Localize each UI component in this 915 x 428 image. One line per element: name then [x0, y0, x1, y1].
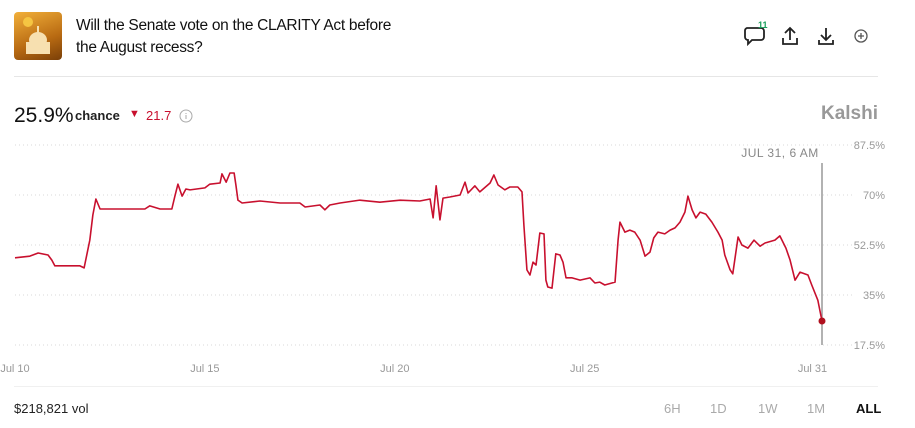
market-title: Will the Senate vote on the CLARITY Act …: [76, 17, 392, 56]
comment-button[interactable]: 11: [744, 20, 768, 47]
x-tick-label: Jul 25: [570, 363, 599, 375]
y-tick-label: 87.5%: [854, 140, 885, 152]
volume: $218,821 vol: [14, 401, 89, 416]
info-icon[interactable]: [178, 108, 194, 124]
range-button[interactable]: 6H: [664, 401, 681, 416]
brand: Kalshi: [820, 103, 878, 124]
x-tick-label: Jul 15: [190, 363, 219, 375]
divider: [14, 76, 878, 77]
market-image: [14, 12, 62, 60]
toolbar: 11: [744, 20, 868, 47]
x-tick-label: Jul 20: [380, 363, 409, 375]
annotation: JUL 31, 6 AM: [741, 146, 819, 160]
bottom-divider: [14, 386, 878, 387]
price-line: [14, 172, 823, 322]
range-button[interactable]: 1D: [710, 401, 727, 416]
capitol-icon: [23, 17, 50, 54]
change-arrow: ▼: [129, 108, 140, 120]
chance-value: 25.9%: [14, 104, 74, 127]
x-tick-label: Jul 31: [798, 363, 827, 375]
y-tick-label: 52.5%: [854, 240, 885, 252]
chance-label: chance: [75, 108, 120, 123]
y-tick-label: 35%: [863, 290, 885, 302]
x-tick-label: Jul 10: [0, 363, 29, 375]
current-point: [818, 317, 826, 325]
comment-count: 11: [758, 20, 768, 30]
add-button[interactable]: [854, 29, 868, 43]
range-button[interactable]: 1M: [807, 401, 826, 416]
download-button[interactable]: [818, 28, 834, 45]
share-button[interactable]: [782, 26, 798, 45]
y-tick-label: 17.5%: [854, 340, 885, 352]
change-value: 21.7: [146, 108, 172, 123]
range-button[interactable]: ALL: [856, 401, 882, 416]
y-tick-label: 70%: [863, 190, 885, 202]
range-button[interactable]: 1W: [758, 401, 778, 416]
chart: 17.5% 35% 52.5% 70% 87.5% Jul 10 Jul 15 Jul 20 J…: [0, 140, 885, 375]
